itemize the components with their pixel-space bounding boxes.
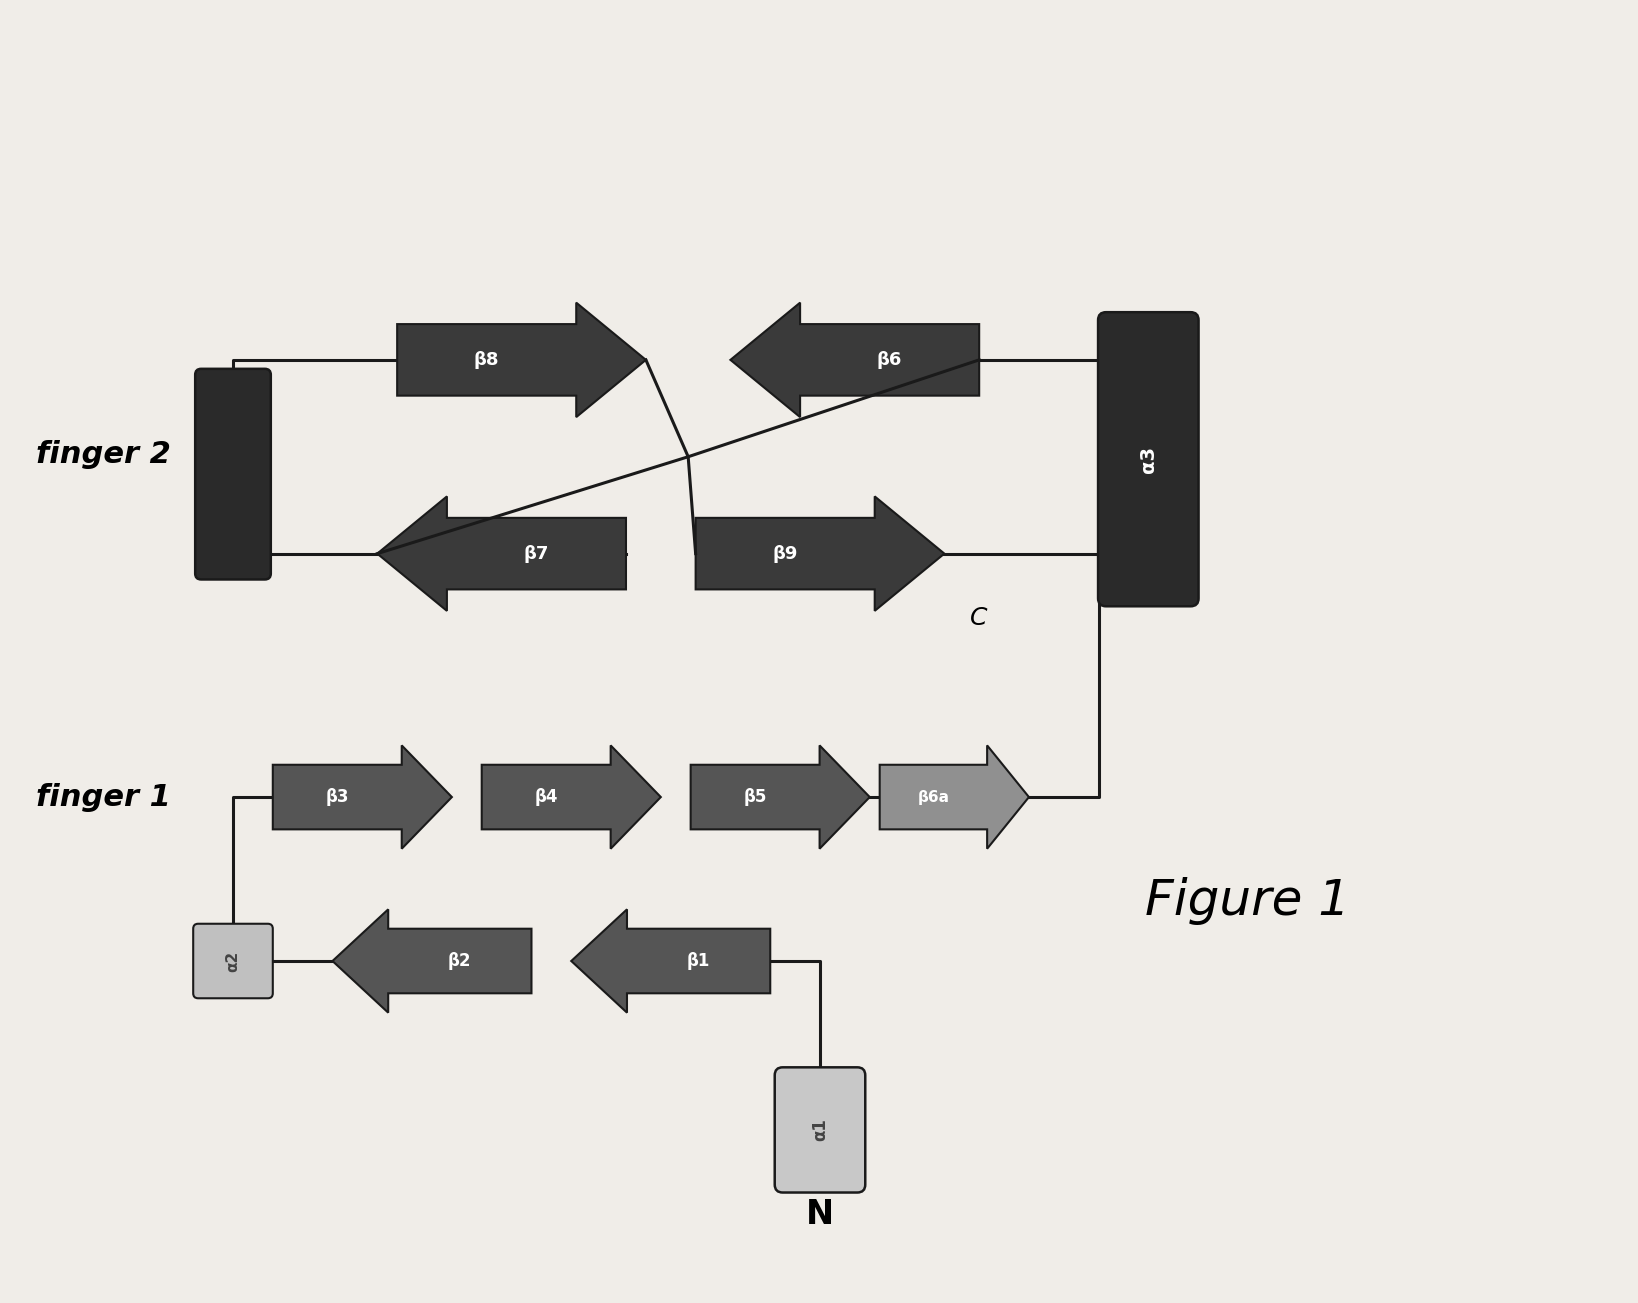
Text: β8: β8 xyxy=(473,351,500,369)
FancyBboxPatch shape xyxy=(1097,313,1199,606)
Polygon shape xyxy=(396,302,645,417)
Polygon shape xyxy=(377,496,626,611)
Text: α1: α1 xyxy=(811,1118,829,1141)
Text: β4: β4 xyxy=(534,788,559,807)
Polygon shape xyxy=(274,745,452,848)
FancyBboxPatch shape xyxy=(193,924,274,998)
Text: β6: β6 xyxy=(876,351,903,369)
Text: β3: β3 xyxy=(326,788,349,807)
Text: β5: β5 xyxy=(744,788,767,807)
Polygon shape xyxy=(731,302,980,417)
Text: α3: α3 xyxy=(1138,446,1158,473)
Text: finger 1: finger 1 xyxy=(36,783,170,812)
Text: α2: α2 xyxy=(226,950,241,972)
Polygon shape xyxy=(691,745,870,848)
Text: Figure 1: Figure 1 xyxy=(1145,877,1350,925)
Text: β6a: β6a xyxy=(917,790,950,804)
Text: β2: β2 xyxy=(449,952,472,969)
Text: N: N xyxy=(806,1197,834,1231)
Polygon shape xyxy=(482,745,660,848)
Text: finger 2: finger 2 xyxy=(36,440,170,469)
Text: β9: β9 xyxy=(773,545,798,563)
Text: C: C xyxy=(970,606,988,631)
Text: β1: β1 xyxy=(686,952,711,969)
Polygon shape xyxy=(880,745,1029,848)
FancyBboxPatch shape xyxy=(195,369,270,580)
Polygon shape xyxy=(696,496,945,611)
Polygon shape xyxy=(572,909,770,1012)
Polygon shape xyxy=(333,909,531,1012)
FancyBboxPatch shape xyxy=(775,1067,865,1192)
Text: β7: β7 xyxy=(524,545,549,563)
